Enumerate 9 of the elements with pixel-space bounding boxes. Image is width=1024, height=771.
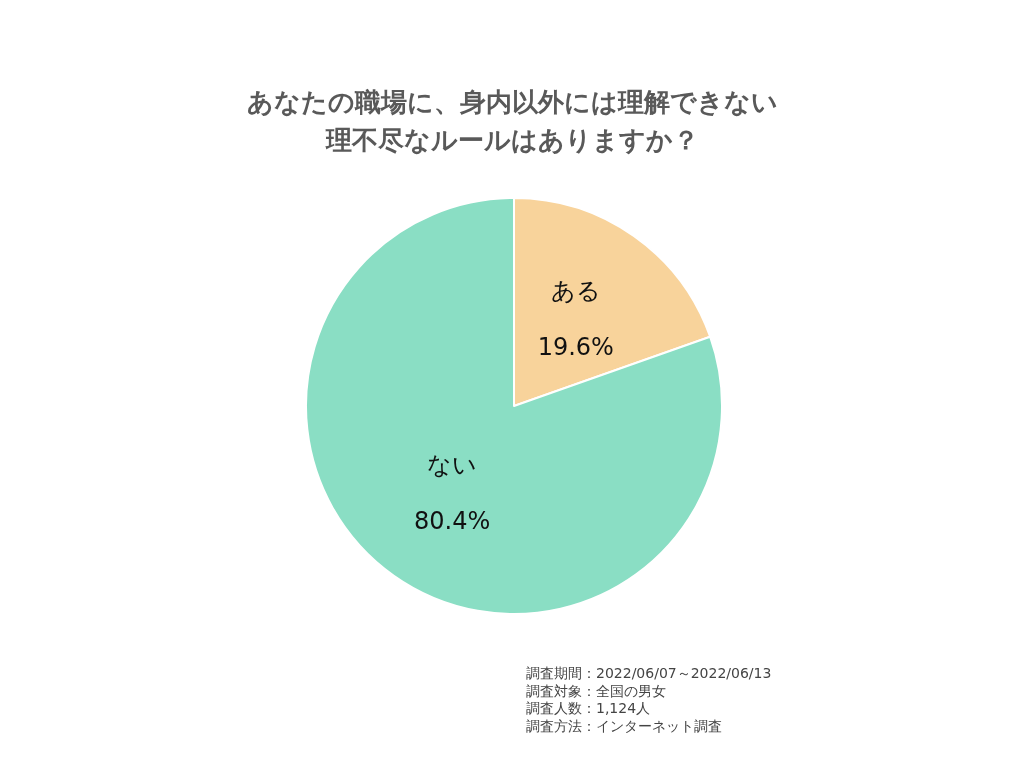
- slice-label: ある: [550, 276, 601, 305]
- text: 調査人数：1,124人: [526, 700, 651, 716]
- text: 調査期間：2022/06/07～2022/06/13: [526, 665, 772, 681]
- text: 調査方法：インターネット調査: [526, 717, 722, 734]
- data-label: 19.6%: [537, 332, 614, 361]
- data-label: 80.4%: [414, 507, 491, 536]
- chart-title: あなたの職場に、身内以外には理解できない理不尽なルールはありますか？: [246, 87, 778, 155]
- slice-label: ない: [427, 451, 478, 480]
- text: 調査対象：全国の男女: [526, 682, 666, 699]
